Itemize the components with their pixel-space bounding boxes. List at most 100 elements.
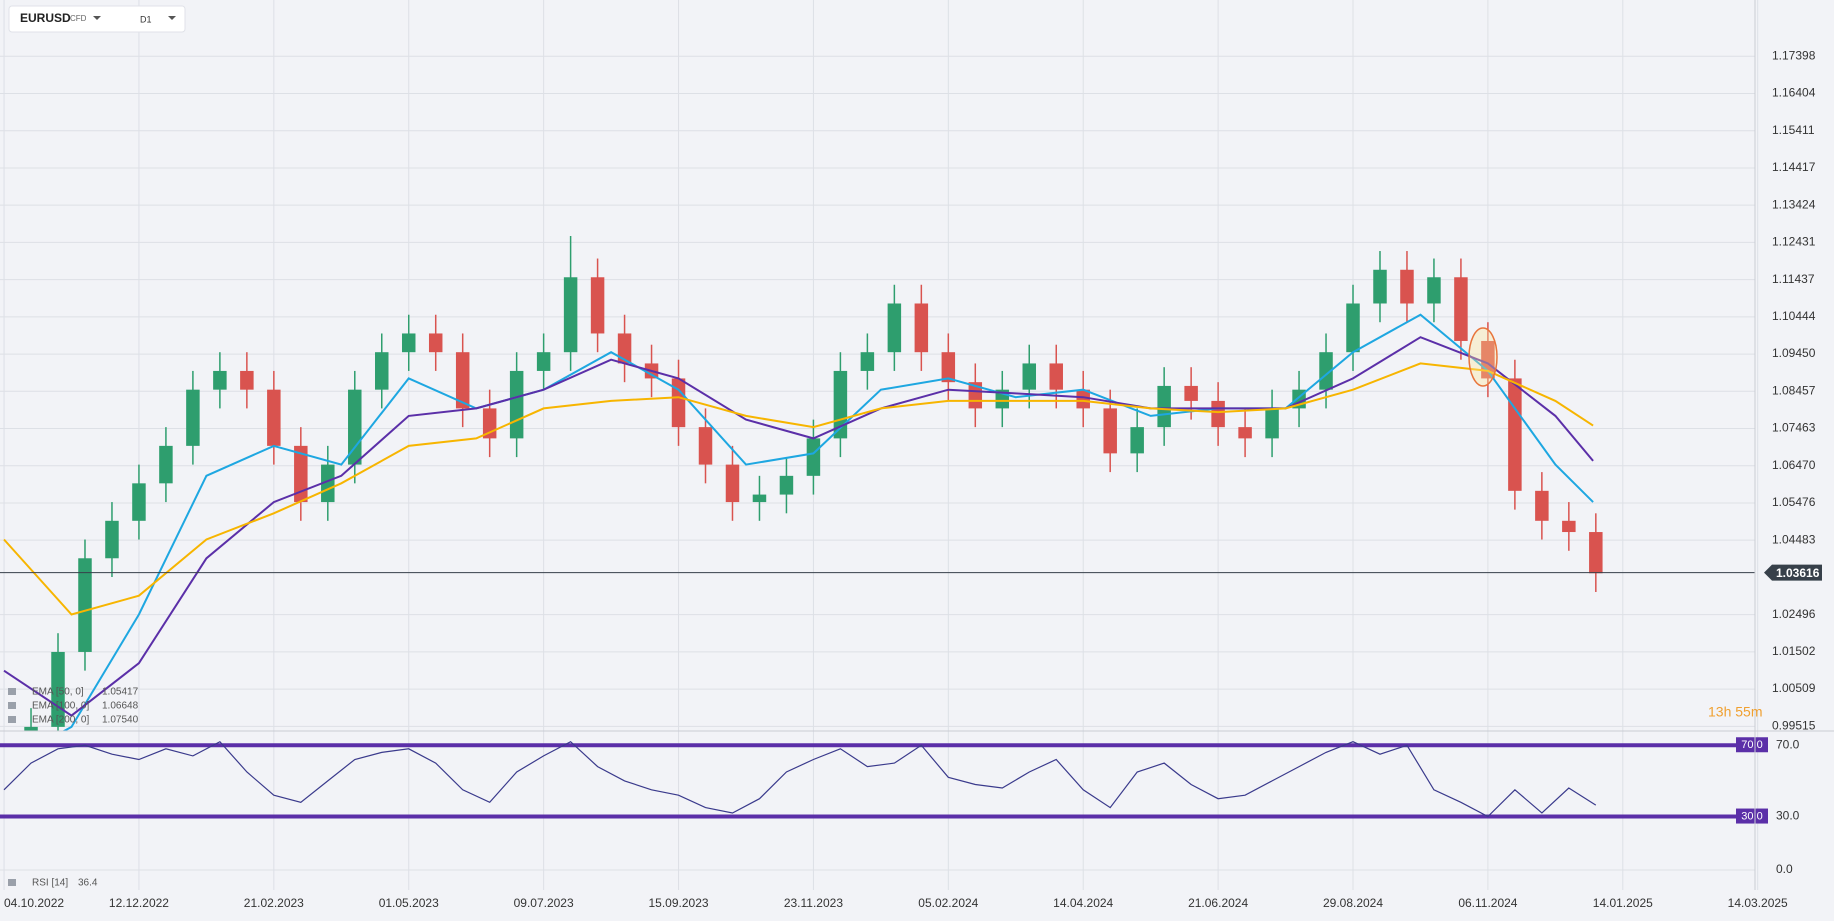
y-tick-label: 1.02496 xyxy=(1772,607,1816,621)
candle-body xyxy=(941,352,956,383)
legend-icon xyxy=(8,716,16,723)
y-tick-label: 1.13424 xyxy=(1772,197,1816,211)
price-tag xyxy=(1764,564,1822,581)
level-tag xyxy=(1736,808,1768,824)
candle-body xyxy=(1589,532,1603,574)
candle-body xyxy=(105,520,119,559)
y-tick-label: 1.14417 xyxy=(1772,160,1816,174)
x-tick-label: 12.12.2022 xyxy=(109,896,169,910)
level-label: 30.0 xyxy=(1741,810,1762,822)
x-tick-label: 14.04.2024 xyxy=(1053,896,1113,910)
candle-body xyxy=(536,352,551,371)
candle-body xyxy=(887,303,902,353)
candle-body xyxy=(348,389,362,465)
candle-body xyxy=(1535,490,1549,521)
y-tick-label: 0.0 xyxy=(1776,862,1793,876)
y-tick-label: 1.07463 xyxy=(1772,421,1816,435)
candle-body xyxy=(806,438,821,476)
candle-body xyxy=(186,389,200,446)
candle-body xyxy=(213,370,227,390)
candle-body xyxy=(1184,385,1198,401)
x-tick-label: 01.05.2023 xyxy=(379,896,439,910)
candle-body xyxy=(294,445,308,503)
candle-body xyxy=(1022,363,1037,390)
candle-body xyxy=(24,726,38,731)
symbol[interactable]: EURUSD xyxy=(20,11,71,25)
y-tick-label: 1.05476 xyxy=(1772,495,1816,509)
legend-value: 1.05417 xyxy=(102,687,139,698)
y-tick-label: 1.00509 xyxy=(1772,681,1816,695)
y-tick-label: 30.0 xyxy=(1776,809,1800,823)
candle-body xyxy=(725,464,740,503)
candle-body xyxy=(1049,363,1063,390)
y-tick-label: 1.06470 xyxy=(1772,458,1816,472)
y-tick-label: 1.01502 xyxy=(1772,644,1816,658)
instrument-kind[interactable]: CFD xyxy=(70,14,87,23)
legend-icon xyxy=(8,879,16,886)
y-tick-label: 1.04483 xyxy=(1772,532,1816,546)
candle-body xyxy=(914,303,929,353)
dropdown-arrow[interactable] xyxy=(168,16,176,20)
interval[interactable]: D1 xyxy=(140,14,152,24)
candle-body xyxy=(375,352,389,390)
symbol-box[interactable]: EURUSD CFD D1 xyxy=(8,5,186,33)
candle-body xyxy=(1211,400,1225,428)
rsi-name: RSI [14] xyxy=(32,878,68,889)
candle-body xyxy=(617,333,632,364)
legend-name: EMA [100, 0] xyxy=(32,701,89,712)
candle-body xyxy=(1400,269,1414,304)
current-price-label: 1.03616 xyxy=(1776,566,1820,580)
x-tick-label: 05.02.2024 xyxy=(918,896,978,910)
legend-name: EMA [200, 0] xyxy=(32,715,89,726)
price-plot xyxy=(0,236,1755,731)
candle-timer: 13h 55m xyxy=(1708,704,1762,720)
candle-body xyxy=(590,277,605,334)
candle-body xyxy=(1373,269,1387,304)
y-tick-label: 1.17398 xyxy=(1772,48,1816,62)
y-tick-label: 1.11437 xyxy=(1772,272,1815,286)
candle-body xyxy=(1346,303,1360,353)
x-tick-label: 14.03.2025 xyxy=(1728,896,1788,910)
x-tick-label: 29.08.2024 xyxy=(1323,896,1383,910)
candle-body xyxy=(1130,427,1144,454)
candle-body xyxy=(240,370,254,390)
y-tick-label: 1.15411 xyxy=(1772,123,1815,137)
legend-value: 1.06648 xyxy=(102,701,139,712)
labels: 04.10.2022 12.12.2022 21.02.2023 01.05.2023… xyxy=(4,48,1822,910)
y-tick-label: 0.99515 xyxy=(1772,718,1816,732)
x-tick-label: 09.07.2023 xyxy=(514,896,574,910)
candle-body xyxy=(752,494,767,503)
rsi-plot xyxy=(0,740,1755,819)
candle-body xyxy=(78,558,92,652)
candle-body xyxy=(1508,378,1522,491)
ema-line xyxy=(3,362,1594,616)
level-label: 70.0 xyxy=(1741,739,1762,751)
candle-body xyxy=(1103,408,1117,454)
legend-icon xyxy=(8,688,16,695)
rsi-line xyxy=(3,740,1597,818)
y-tick-label: 1.10444 xyxy=(1772,309,1816,323)
candle-body xyxy=(1265,408,1279,439)
candle-body xyxy=(1157,385,1171,428)
candle-body xyxy=(563,277,578,353)
highlight-ellipse xyxy=(1468,327,1498,387)
x-tick-label: 21.02.2023 xyxy=(244,896,304,910)
candle-body xyxy=(428,333,443,353)
dropdown-arrow[interactable] xyxy=(93,16,101,20)
candle-body xyxy=(1454,277,1468,341)
candle-body xyxy=(779,475,794,495)
x-tick-label: 04.10.2022 xyxy=(4,896,64,910)
y-tick-label: 1.16404 xyxy=(1772,86,1816,100)
legend-icon xyxy=(8,702,16,709)
y-tick-label: 1.12431 xyxy=(1772,235,1816,249)
rsi-value: 36.4 xyxy=(78,878,98,889)
x-tick-label: 21.06.2024 xyxy=(1188,896,1248,910)
y-tick-label: 1.08457 xyxy=(1772,383,1816,397)
candle-body xyxy=(321,464,335,503)
y-tick-label: 1.09450 xyxy=(1772,346,1816,360)
y-tick-label: 70.0 xyxy=(1776,737,1800,751)
x-tick-label: 14.01.2025 xyxy=(1593,896,1653,910)
x-tick-label: 23.11.2023 xyxy=(784,896,843,910)
